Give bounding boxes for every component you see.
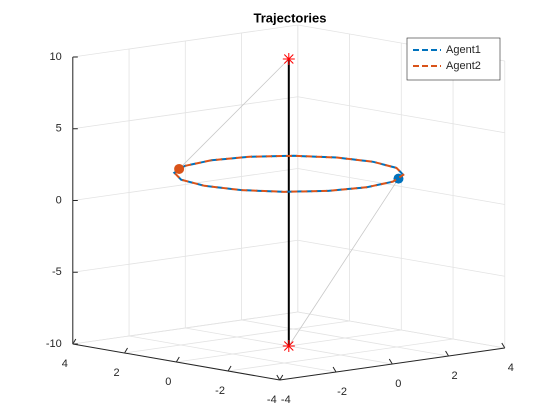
tick-mark — [279, 374, 284, 381]
trajectory — [172, 154, 405, 193]
grid-line — [297, 239, 505, 277]
target-marker — [282, 340, 295, 352]
grid-line — [128, 335, 337, 373]
grid-line — [72, 24, 298, 58]
y-axis — [279, 347, 505, 381]
y-tick-label: -4 — [281, 394, 291, 406]
y-tick-label: 2 — [451, 370, 457, 382]
grid-line — [72, 96, 298, 130]
tick-mark — [175, 356, 180, 363]
y-tick-label: 0 — [395, 378, 401, 390]
grid-line — [241, 319, 449, 357]
x-tick-label: -4 — [267, 394, 277, 406]
chart-title: Trajectories — [254, 10, 327, 25]
y-tick-label: 4 — [508, 362, 514, 374]
star-stroke — [283, 341, 294, 351]
link — [288, 178, 399, 347]
tick-mark — [276, 374, 281, 381]
tick-mark — [332, 366, 337, 373]
grid-line — [72, 239, 298, 273]
x-axis — [72, 343, 280, 381]
legend-label: Agent2 — [446, 60, 481, 72]
grid-line — [297, 311, 505, 349]
tick-mark — [501, 342, 506, 349]
z-tick-label: -10 — [46, 338, 62, 350]
grid-line — [297, 168, 505, 205]
x-tick-label: 0 — [165, 376, 171, 388]
z-tick-label: -5 — [52, 266, 62, 278]
x-tick-label: 2 — [113, 367, 119, 379]
legend-box — [406, 37, 501, 81]
z-tick-label: 5 — [56, 123, 62, 135]
star-stroke — [283, 54, 294, 64]
tick-mark — [124, 347, 128, 354]
grid-line — [297, 96, 505, 134]
tick-mark — [227, 365, 232, 372]
z-tick-label: 0 — [56, 194, 62, 206]
tick-mark — [388, 358, 393, 365]
grid-line — [72, 168, 298, 201]
link — [178, 58, 290, 170]
target-marker — [282, 53, 295, 65]
grid-line — [72, 311, 298, 345]
x-tick-label: 4 — [62, 358, 68, 370]
x-tick-label: -2 — [215, 385, 225, 397]
z-tick-label: 10 — [50, 51, 62, 63]
agent-marker — [174, 163, 185, 174]
tick-mark — [445, 350, 449, 357]
legend-label: Agent1 — [446, 44, 481, 56]
y-tick-label: -2 — [337, 386, 347, 398]
